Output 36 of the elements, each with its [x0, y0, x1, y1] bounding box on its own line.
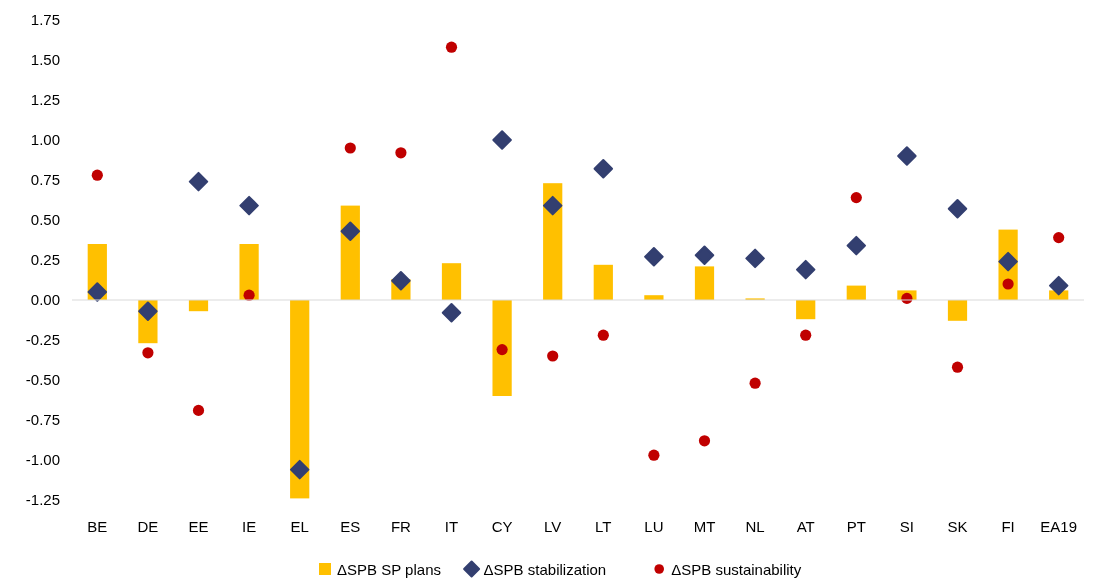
- x-tick-label: LT: [595, 518, 612, 535]
- y-tick-label: -0.75: [25, 411, 60, 429]
- x-tick-label: BE: [87, 518, 108, 535]
- x-tick-label: IT: [444, 518, 459, 535]
- x-tick-label: ES: [340, 518, 361, 535]
- y-tick-label: -1.25: [25, 491, 60, 509]
- y-tick-label: 0.75: [30, 171, 60, 189]
- x-tick-label: MT: [693, 518, 716, 535]
- x-tick-label: SI: [899, 518, 914, 535]
- y-tick-label: 1.50: [30, 51, 60, 69]
- legend-label: ΔSPB SP plans: [337, 561, 441, 578]
- x-tick-label: AT: [796, 518, 815, 535]
- y-tick-label: -1.00: [25, 451, 60, 469]
- x-tick-label: IE: [242, 518, 257, 535]
- y-tick-label: 1.75: [30, 11, 60, 29]
- legend-label: ΔSPB sustainability: [671, 561, 802, 578]
- y-tick-label: -0.50: [25, 371, 60, 389]
- x-tick-label: EA19: [1040, 518, 1078, 535]
- legend-label: ΔSPB stabilization: [483, 561, 607, 578]
- x-tick-label: PT: [846, 518, 866, 535]
- x-tick-label: SK: [947, 518, 968, 535]
- x-tick-label: CY: [491, 518, 513, 535]
- y-tick-label: 0.50: [30, 211, 60, 229]
- x-tick-label: LV: [544, 518, 562, 535]
- x-tick-label: FR: [390, 518, 412, 535]
- y-tick-label: -0.25: [25, 331, 60, 349]
- y-tick-label: 0.25: [30, 251, 60, 269]
- x-tick-label: EE: [188, 518, 209, 535]
- y-tick-label: 0.00: [30, 291, 60, 309]
- x-tick-label: DE: [137, 518, 159, 535]
- y-tick-label: 1.00: [30, 131, 60, 149]
- x-tick-label: NL: [745, 518, 765, 535]
- y-tick-label: 1.25: [30, 91, 60, 109]
- x-tick-label: EL: [290, 518, 309, 535]
- x-tick-label: FI: [1001, 518, 1015, 535]
- x-tick-label: LU: [644, 518, 664, 535]
